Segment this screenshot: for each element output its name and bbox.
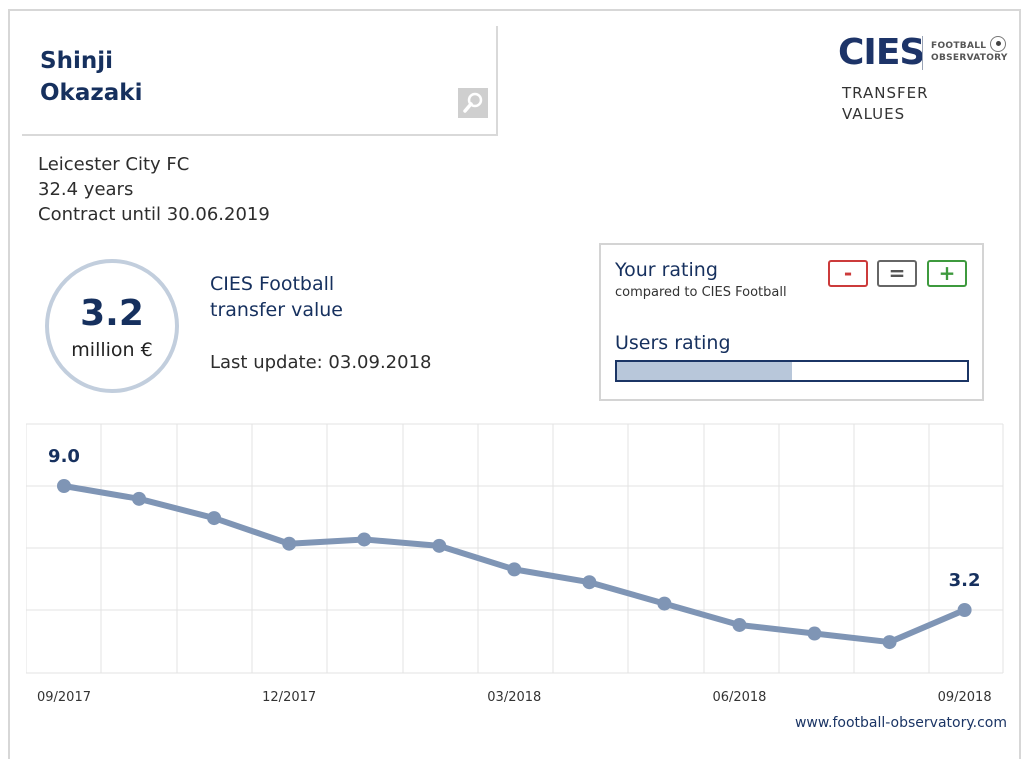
player-club: Leicester City FC bbox=[38, 154, 190, 175]
value-circle: 3.2 million € bbox=[45, 259, 179, 393]
player-last-name: Okazaki bbox=[40, 80, 143, 106]
transfer-value-amount: 3.2 bbox=[80, 293, 144, 334]
transfer-values-label: TRANSFER VALUES bbox=[842, 83, 929, 125]
cies-logo: CIES FOOTBALL OBSERVATORY bbox=[838, 26, 1013, 76]
your-rating-title: Your rating bbox=[615, 259, 718, 281]
player-first-name: Shinji bbox=[40, 48, 113, 74]
users-rating-fill bbox=[617, 362, 792, 380]
player-age: 32.4 years bbox=[38, 179, 134, 200]
users-rating-bar bbox=[615, 360, 969, 382]
data-point bbox=[357, 532, 372, 547]
your-rating-subtitle: compared to CIES Football bbox=[615, 285, 787, 300]
x-tick-label: 09/2017 bbox=[37, 690, 91, 705]
data-point bbox=[282, 536, 297, 551]
search-button[interactable] bbox=[458, 88, 488, 118]
player-search-box: Shinji Okazaki bbox=[22, 26, 498, 136]
tv-line1: TRANSFER bbox=[842, 84, 929, 102]
data-point bbox=[507, 562, 522, 577]
last-update: Last update: 03.09.2018 bbox=[210, 352, 432, 373]
transfer-value-title-line1: CIES Football bbox=[210, 273, 335, 295]
data-point bbox=[57, 479, 71, 493]
data-point bbox=[732, 617, 747, 632]
football-icon bbox=[990, 36, 1006, 52]
widget-frame bbox=[8, 9, 1021, 759]
data-point bbox=[207, 511, 222, 526]
site-link[interactable]: www.football-observatory.com bbox=[794, 715, 1007, 731]
logo-divider bbox=[922, 36, 923, 70]
logo-football-observatory: FOOTBALL OBSERVATORY bbox=[931, 40, 1008, 64]
data-point bbox=[807, 626, 822, 641]
logo-wordmark: CIES bbox=[838, 32, 925, 73]
transfer-value-unit: million € bbox=[71, 339, 153, 361]
data-point bbox=[882, 635, 897, 650]
logo-sub1: FOOTBALL bbox=[931, 41, 987, 51]
x-tick-label: 12/2017 bbox=[262, 690, 316, 705]
x-tick-label: 06/2018 bbox=[712, 690, 766, 705]
player-info: Leicester City FC 32.4 years Contract un… bbox=[38, 152, 270, 227]
data-point bbox=[132, 491, 147, 506]
data-point bbox=[657, 596, 672, 611]
player-name: Shinji Okazaki bbox=[40, 45, 142, 109]
point-label-first: 9.0 bbox=[48, 446, 80, 467]
rating-panel: Your rating compared to CIES Football - … bbox=[599, 243, 984, 401]
x-tick-label: 09/2018 bbox=[938, 690, 992, 705]
x-tick-label: 03/2018 bbox=[487, 690, 541, 705]
rating-plus-button[interactable]: + bbox=[927, 260, 967, 287]
data-point bbox=[432, 538, 447, 553]
data-point bbox=[957, 603, 972, 617]
logo-sub2: OBSERVATORY bbox=[931, 53, 1008, 63]
search-icon bbox=[463, 92, 483, 113]
transfer-value-title-line2: transfer value bbox=[210, 299, 343, 321]
point-label-last: 3.2 bbox=[949, 570, 981, 591]
transfer-value-chart: 9.0 3.2 09/2017 12/2017 03/2018 06/2018 09/201… bbox=[26, 423, 1004, 705]
rating-minus-button[interactable]: - bbox=[828, 260, 868, 287]
rating-equal-button[interactable]: = bbox=[877, 260, 917, 287]
transfer-value-title: CIES Football transfer value bbox=[210, 271, 343, 323]
users-rating-title: Users rating bbox=[615, 332, 731, 354]
player-contract: Contract until 30.06.2019 bbox=[38, 204, 270, 225]
tv-line2: VALUES bbox=[842, 105, 906, 123]
data-point bbox=[582, 575, 597, 590]
